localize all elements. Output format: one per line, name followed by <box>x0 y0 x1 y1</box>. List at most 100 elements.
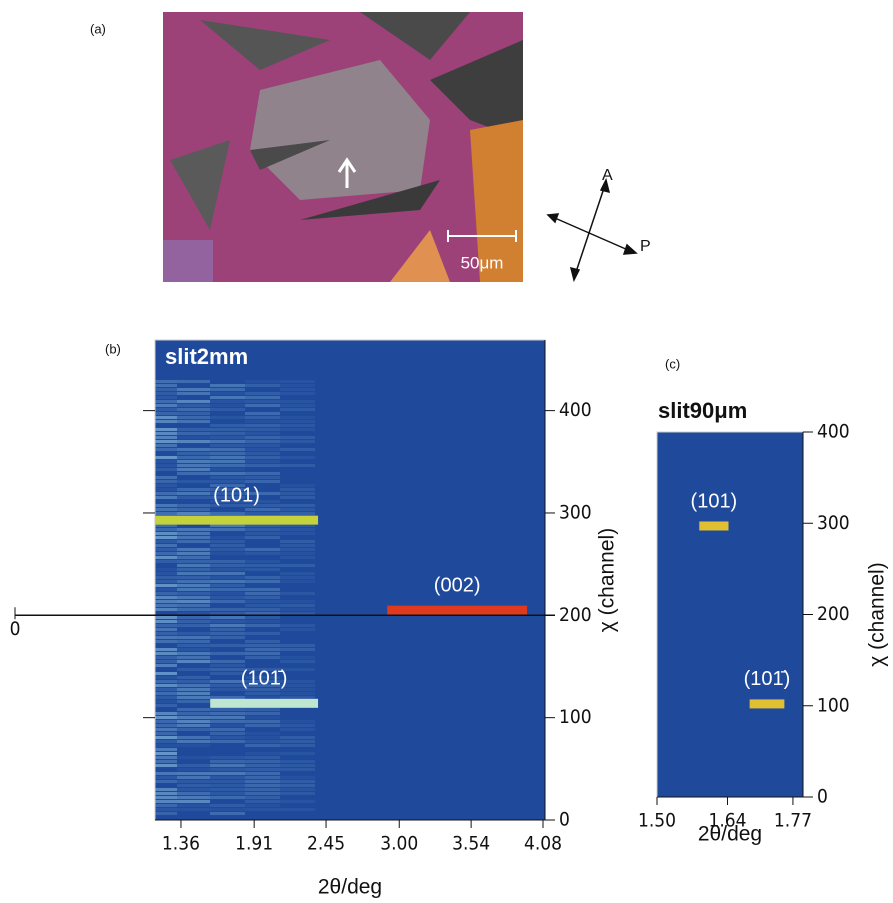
background-noise <box>280 456 315 459</box>
background-noise <box>245 652 280 655</box>
background-noise <box>155 804 177 807</box>
background-noise <box>177 768 210 771</box>
background-noise <box>280 604 315 607</box>
background-noise <box>177 488 210 491</box>
background-noise <box>210 636 245 639</box>
background-noise <box>177 616 210 619</box>
background-noise <box>280 764 315 767</box>
background-noise <box>210 756 245 759</box>
background-noise <box>155 540 177 543</box>
background-noise <box>245 732 280 735</box>
background-noise <box>155 568 177 571</box>
background-noise <box>155 632 177 635</box>
background-noise <box>280 628 315 631</box>
background-noise <box>155 524 177 527</box>
peak-annotation: (101̄) <box>241 668 288 690</box>
background-noise <box>245 668 280 671</box>
background-noise <box>155 728 177 731</box>
background-noise <box>155 692 177 695</box>
background-noise <box>210 388 245 391</box>
background-noise <box>177 468 210 471</box>
y-tick-label: 300 <box>559 501 592 523</box>
background-noise <box>155 440 177 443</box>
x-tick-label: 2.45 <box>307 833 345 855</box>
background-noise <box>210 716 245 719</box>
background-noise <box>155 392 177 395</box>
background-noise <box>177 696 210 699</box>
background-noise <box>210 564 245 567</box>
background-noise <box>155 696 177 699</box>
background-noise <box>245 416 280 419</box>
background-noise <box>280 448 315 451</box>
background-noise <box>280 720 315 723</box>
background-noise <box>177 708 210 711</box>
background-noise <box>210 464 245 467</box>
background-noise <box>245 432 280 435</box>
background-noise <box>210 628 245 631</box>
background-noise <box>155 508 177 511</box>
background-noise <box>245 580 280 583</box>
background-noise <box>280 648 315 651</box>
background-noise <box>210 584 245 587</box>
background-noise <box>245 624 280 627</box>
background-noise <box>155 544 177 547</box>
background-noise <box>245 412 280 415</box>
background-noise <box>155 756 177 759</box>
background-noise <box>280 684 315 687</box>
background-noise <box>155 492 177 495</box>
y-tick-label: 400 <box>559 399 592 421</box>
background-noise <box>177 552 210 555</box>
background-noise <box>177 660 210 663</box>
background-noise <box>210 444 245 447</box>
background-noise <box>245 392 280 395</box>
background-noise <box>177 724 210 727</box>
background-noise <box>155 416 177 419</box>
background-noise <box>210 496 245 499</box>
background-noise <box>177 532 210 535</box>
background-noise <box>210 560 245 563</box>
background-noise <box>177 556 210 559</box>
background-noise <box>210 504 245 507</box>
background-noise <box>155 712 177 715</box>
peak-annotation: (101) <box>213 484 260 506</box>
background-noise <box>280 752 315 755</box>
background-noise <box>245 492 280 495</box>
background-noise <box>210 448 245 451</box>
background-noise <box>177 788 210 791</box>
background-noise <box>177 584 210 587</box>
y-tick-label: 100 <box>559 706 592 728</box>
background-noise <box>245 616 280 619</box>
background-noise <box>155 636 177 639</box>
background-noise <box>245 560 280 563</box>
background-noise <box>210 400 245 403</box>
background-noise <box>210 724 245 727</box>
background-noise <box>210 536 245 539</box>
background-noise <box>177 440 210 443</box>
background-noise <box>210 652 245 655</box>
background-noise <box>155 600 177 603</box>
background-noise <box>245 780 280 783</box>
background-noise <box>245 792 280 795</box>
background-noise <box>155 772 177 775</box>
background-noise <box>210 492 245 495</box>
background-noise <box>177 504 210 507</box>
background-noise <box>155 684 177 687</box>
background-noise <box>245 604 280 607</box>
background-noise <box>177 632 210 635</box>
background-noise <box>245 768 280 771</box>
background-noise <box>177 772 210 775</box>
background-noise <box>280 792 315 795</box>
background-noise <box>177 712 210 715</box>
background-noise <box>210 728 245 731</box>
background-noise <box>245 592 280 595</box>
background-noise <box>177 408 210 411</box>
background-noise <box>280 740 315 743</box>
scale-bar-label: 50μm <box>461 253 504 272</box>
background-noise <box>210 664 245 667</box>
background-noise <box>177 728 210 731</box>
background-noise <box>177 800 210 803</box>
background-noise <box>245 708 280 711</box>
background-noise <box>245 588 280 591</box>
background-noise <box>177 808 210 811</box>
background-noise <box>177 528 210 531</box>
